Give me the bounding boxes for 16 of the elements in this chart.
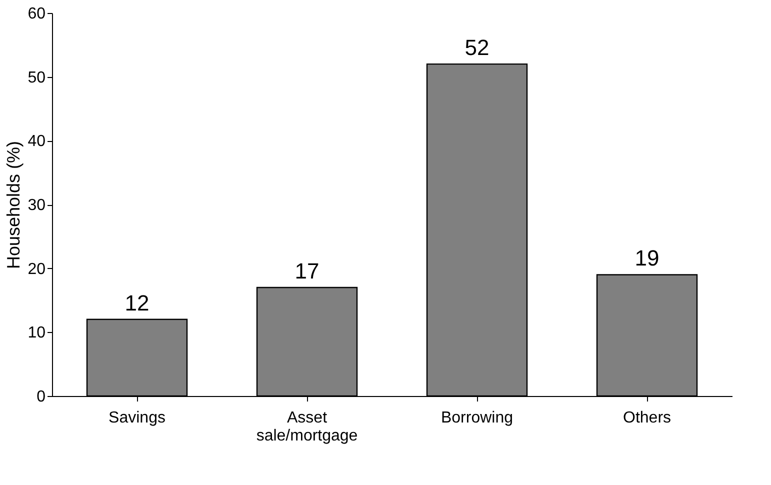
x-tick-label: Asset sale/mortgage bbox=[256, 410, 358, 444]
y-tick-label: 60 bbox=[28, 6, 46, 22]
y-tick-label: 40 bbox=[28, 133, 46, 150]
y-axis-title: Households (%) bbox=[4, 140, 24, 270]
y-tick-label: 0 bbox=[36, 388, 46, 406]
data-label: 17 bbox=[294, 258, 320, 284]
data-label: 19 bbox=[634, 246, 660, 271]
x-tick-label: Others bbox=[622, 410, 672, 426]
y-tick-label: 30 bbox=[28, 197, 46, 214]
x-tick-label: Borrowing bbox=[440, 410, 514, 426]
data-label: 52 bbox=[464, 35, 490, 60]
data-label: 12 bbox=[124, 290, 150, 316]
y-tick-label: 50 bbox=[28, 69, 46, 86]
y-tick-label: 20 bbox=[28, 260, 46, 278]
x-tick-label: Savings bbox=[108, 410, 166, 426]
y-tick-label: 10 bbox=[28, 324, 46, 342]
